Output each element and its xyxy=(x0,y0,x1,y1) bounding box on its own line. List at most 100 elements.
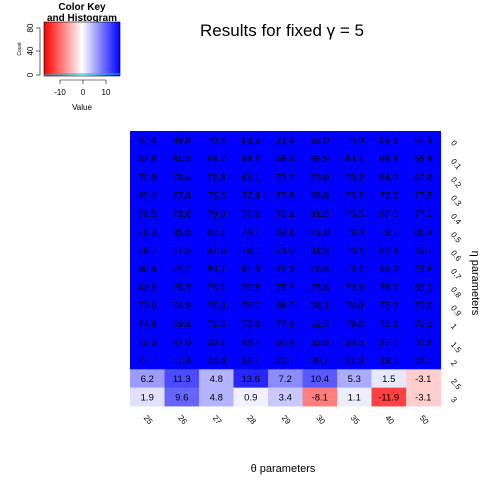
color-key-xaxis: -10 0 10 xyxy=(54,79,111,97)
heatmap-cell-value: 50.4 xyxy=(276,337,295,348)
heatmap-cell-value: 75.5 xyxy=(207,191,226,202)
y-tick-label: 2.5 xyxy=(449,377,463,392)
heatmap-cell xyxy=(337,240,372,260)
heatmap-cell-value: 74.8 xyxy=(138,319,157,330)
color-key-xtick: -10 xyxy=(54,88,66,97)
y-tick-label: 0.7 xyxy=(449,267,463,282)
heatmap-cell xyxy=(268,149,303,169)
heatmap-cell-value: 39.1 xyxy=(207,337,226,348)
heatmap-cell xyxy=(406,240,441,260)
x-tick-label: 28 xyxy=(245,413,258,426)
heatmap-cell xyxy=(130,222,165,242)
heatmap-cell-value: 81.3 xyxy=(311,209,330,220)
heatmap-cell xyxy=(233,222,269,242)
heatmap-cell-value: 83.6 xyxy=(138,282,157,293)
heatmap-cell-value: 72.0 xyxy=(345,136,364,147)
heatmap-cell-value: 74.9 xyxy=(173,301,192,312)
heatmap-cell xyxy=(130,167,165,187)
heatmap-cell-value: 21.7 xyxy=(276,356,295,367)
heatmap-cell-value: 79.5 xyxy=(345,282,364,293)
chart-title: Results for fixed γ = 5 xyxy=(200,21,364,40)
heatmap-cell xyxy=(302,185,338,205)
heatmap-cell xyxy=(337,387,372,407)
heatmap-cell xyxy=(199,131,234,150)
heatmap-cell xyxy=(233,167,269,187)
heatmap-cell-value: 81.9 xyxy=(242,264,261,275)
heatmap-cell xyxy=(337,167,372,187)
heatmap-value-labels: 87.4 89.8 70.4 63.5 73.4 62.0 72.0 65.2 67.4 87.8… xyxy=(138,136,433,404)
heatmap-cell xyxy=(199,314,234,334)
x-tick-label: 50 xyxy=(418,413,431,426)
heatmap-cell xyxy=(130,295,165,315)
heatmap-cell-value: 72.9 xyxy=(414,301,433,312)
heatmap-cell xyxy=(302,350,338,370)
heatmap-cell-value: -3.1 xyxy=(415,374,431,385)
heatmap-cell xyxy=(233,350,269,370)
heatmap-cell xyxy=(130,369,165,389)
heatmap-cell-value: 78.4 xyxy=(345,246,364,257)
x-tick-label: 35 xyxy=(349,413,362,426)
heatmap-cell-value: 48.7 xyxy=(242,337,261,348)
color-key-ytick: 80 xyxy=(26,23,35,32)
heatmap-cell-value: 79.0 xyxy=(207,209,226,220)
heatmap-cell xyxy=(302,240,338,260)
heatmap-cell xyxy=(268,185,303,205)
heatmap-cell-value: 78.2 xyxy=(345,172,364,183)
heatmap-cell-value: 89.8 xyxy=(173,136,192,147)
heatmap-cell-value: 70.1 xyxy=(276,209,295,220)
heatmap-cell xyxy=(164,167,200,187)
heatmap-cell xyxy=(164,131,200,150)
heatmap-cell-value: 73.7 xyxy=(345,264,364,275)
heatmap-cell xyxy=(337,204,372,224)
heatmap-cell-value: 73.6 xyxy=(138,301,157,312)
heatmap-cell xyxy=(233,295,269,315)
heatmap-cells xyxy=(130,131,441,407)
heatmap-cell xyxy=(302,314,338,334)
heatmap-cell xyxy=(337,222,372,242)
y-tick-label: 0.2 xyxy=(449,175,463,190)
heatmap-cell xyxy=(199,204,234,224)
heatmap-cell-value: 86.7 xyxy=(276,301,295,312)
heatmap-cell xyxy=(199,240,234,260)
heatmap-cell xyxy=(268,277,303,297)
heatmap-cell-value: 75.7 xyxy=(276,282,295,293)
heatmap-cell xyxy=(164,314,200,334)
heatmap-cell-value: 1.1 xyxy=(348,392,361,403)
heatmap-cell xyxy=(406,185,441,205)
heatmap-cell-value: 76.7 xyxy=(138,246,157,257)
heatmap-cell-value: 79.7 xyxy=(380,227,399,238)
heatmap-cell-value: 71.6 xyxy=(207,319,226,330)
heatmap-cell-value: 6.2 xyxy=(141,374,154,385)
heatmap-cell xyxy=(268,387,303,407)
heatmap-cell-value: 68.3 xyxy=(242,154,261,165)
heatmap-cell xyxy=(199,167,234,187)
heatmap-cell xyxy=(268,350,303,370)
x-tick-label: 25 xyxy=(142,413,155,426)
heatmap-cell-value: 37.7 xyxy=(380,337,399,348)
heatmap-cell-value: 63.5 xyxy=(242,136,261,147)
x-tick-labels: 25 26 27 28 29 30 35 40 50 xyxy=(142,413,431,426)
heatmap-cell-value: 85.8 xyxy=(173,227,192,238)
heatmap-cell-value: 80.4 xyxy=(138,264,157,275)
heatmap-cell xyxy=(337,149,372,169)
heatmap-cell xyxy=(371,131,407,150)
heatmap-cell xyxy=(302,277,338,297)
heatmap-cell xyxy=(268,222,303,242)
heatmap-cell-value: 65.4 xyxy=(276,154,295,165)
heatmap-cell-value: 73.0 xyxy=(276,246,295,257)
heatmap-cell-value: 62.0 xyxy=(311,136,330,147)
color-key-title-line1: Color Key xyxy=(58,2,106,13)
y-tick-label: 1 xyxy=(449,322,459,332)
heatmap-cell-value: 11.3 xyxy=(173,374,191,385)
heatmap-cell-value: 21.7 xyxy=(414,356,433,367)
heatmap-cell xyxy=(371,369,407,389)
heatmap-cell-value: 70.0 xyxy=(311,172,330,183)
heatmap-cell-value: 75.9 xyxy=(207,301,226,312)
heatmap-cell-value: 66.1 xyxy=(311,301,330,312)
heatmap-cell-value: 25.7 xyxy=(242,356,261,367)
heatmap-cell-value: 77.5 xyxy=(173,246,192,257)
heatmap-cell xyxy=(268,332,303,352)
x-tick-label: 26 xyxy=(176,413,189,426)
heatmap-cell xyxy=(164,387,200,407)
